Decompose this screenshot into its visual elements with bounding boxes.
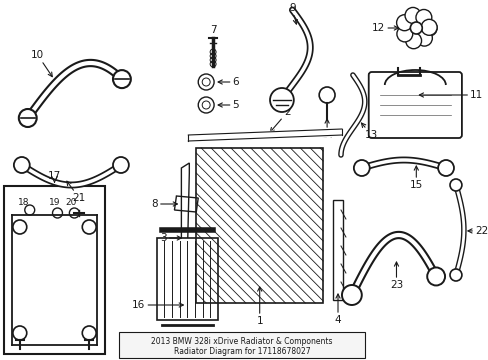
FancyBboxPatch shape bbox=[368, 72, 461, 138]
Text: 15: 15 bbox=[409, 166, 422, 190]
Text: 13: 13 bbox=[361, 123, 378, 140]
Text: 19: 19 bbox=[49, 198, 60, 207]
Text: 7: 7 bbox=[209, 25, 216, 35]
Circle shape bbox=[449, 269, 461, 281]
Text: 17: 17 bbox=[48, 171, 61, 181]
Circle shape bbox=[409, 22, 422, 34]
Circle shape bbox=[52, 208, 62, 218]
Circle shape bbox=[396, 15, 411, 31]
Text: 11: 11 bbox=[419, 90, 483, 100]
Circle shape bbox=[82, 220, 96, 234]
Circle shape bbox=[449, 179, 461, 191]
Text: 1: 1 bbox=[256, 287, 263, 326]
Circle shape bbox=[427, 267, 444, 285]
Bar bbox=[4, 186, 105, 354]
Bar bbox=[196, 148, 323, 303]
Circle shape bbox=[14, 157, 30, 173]
Text: 4: 4 bbox=[334, 294, 341, 325]
Circle shape bbox=[25, 205, 35, 215]
Text: 12: 12 bbox=[371, 23, 398, 33]
Circle shape bbox=[13, 220, 27, 234]
Text: 2013 BMW 328i xDrive Radiator & Components: 2013 BMW 328i xDrive Radiator & Componen… bbox=[151, 338, 332, 346]
Text: 23: 23 bbox=[389, 262, 402, 290]
Circle shape bbox=[353, 160, 369, 176]
Circle shape bbox=[415, 9, 431, 26]
Circle shape bbox=[404, 8, 420, 23]
Text: 22: 22 bbox=[467, 226, 488, 236]
Circle shape bbox=[82, 326, 96, 340]
Text: 9: 9 bbox=[288, 3, 297, 24]
Text: 3: 3 bbox=[160, 233, 181, 243]
Text: 18: 18 bbox=[18, 198, 29, 207]
Circle shape bbox=[405, 33, 421, 49]
Circle shape bbox=[396, 26, 412, 42]
Circle shape bbox=[420, 20, 436, 36]
Text: 6: 6 bbox=[218, 77, 239, 87]
Circle shape bbox=[341, 285, 361, 305]
Circle shape bbox=[269, 88, 293, 112]
Text: 16: 16 bbox=[132, 300, 183, 310]
Text: 2: 2 bbox=[270, 107, 290, 132]
Circle shape bbox=[19, 109, 37, 127]
Circle shape bbox=[113, 157, 129, 173]
Bar bbox=[156, 238, 218, 320]
Circle shape bbox=[416, 30, 431, 46]
Text: 14: 14 bbox=[320, 119, 333, 140]
Circle shape bbox=[13, 326, 27, 340]
Text: 20: 20 bbox=[65, 198, 77, 207]
Circle shape bbox=[69, 208, 79, 218]
Text: 8: 8 bbox=[151, 199, 177, 209]
Circle shape bbox=[113, 70, 131, 88]
Text: 10: 10 bbox=[31, 50, 52, 77]
Text: 21: 21 bbox=[67, 181, 86, 203]
Text: 5: 5 bbox=[218, 100, 239, 110]
Circle shape bbox=[437, 160, 453, 176]
Text: Radiator Diagram for 17118678027: Radiator Diagram for 17118678027 bbox=[173, 347, 309, 356]
Bar bbox=[119, 332, 364, 358]
Circle shape bbox=[420, 19, 436, 35]
